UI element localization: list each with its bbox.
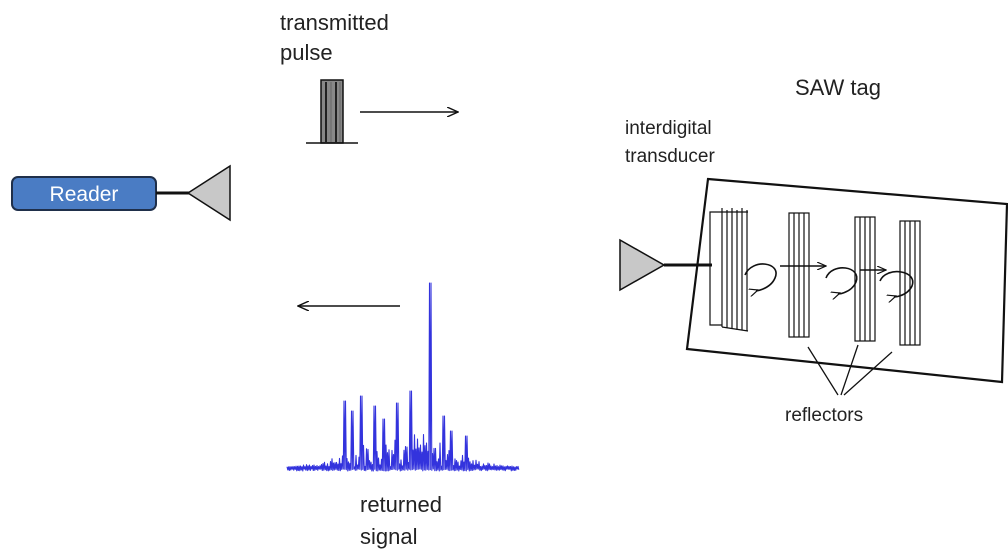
reflectors-label: reflectors <box>785 405 863 426</box>
curved-arrow-icon-2 <box>825 267 858 294</box>
reflector-3 <box>899 220 921 346</box>
reflector-2 <box>854 216 876 342</box>
curved-arrow-icon-1 <box>744 263 777 291</box>
reader: Reader <box>11 176 157 211</box>
returned-signal-label-line2: signal <box>360 524 417 549</box>
transmitted-pulse-label-line1: transmitted <box>280 10 389 35</box>
returned-signal-waveform <box>286 282 520 472</box>
transmitted-pulse-label-line2: pulse <box>280 40 333 65</box>
transmitted-pulse-icon <box>306 79 358 144</box>
idt-label-line2: transducer <box>625 146 715 167</box>
curved-arrow-icon-3 <box>879 270 914 297</box>
tag-antenna-icon <box>619 238 666 292</box>
saw-tag-label: SAW tag <box>795 75 881 100</box>
reader-label: Reader <box>50 183 119 206</box>
interdigital-transducer <box>709 208 749 332</box>
saw-tag-substrate <box>685 177 1008 384</box>
reader-antenna-icon <box>186 164 231 222</box>
idt-label-line1: interdigital <box>625 118 712 139</box>
returned-signal-label-line1: returned <box>360 492 442 517</box>
reflector-1 <box>788 212 810 338</box>
reflectors-leader-lines <box>807 344 893 396</box>
